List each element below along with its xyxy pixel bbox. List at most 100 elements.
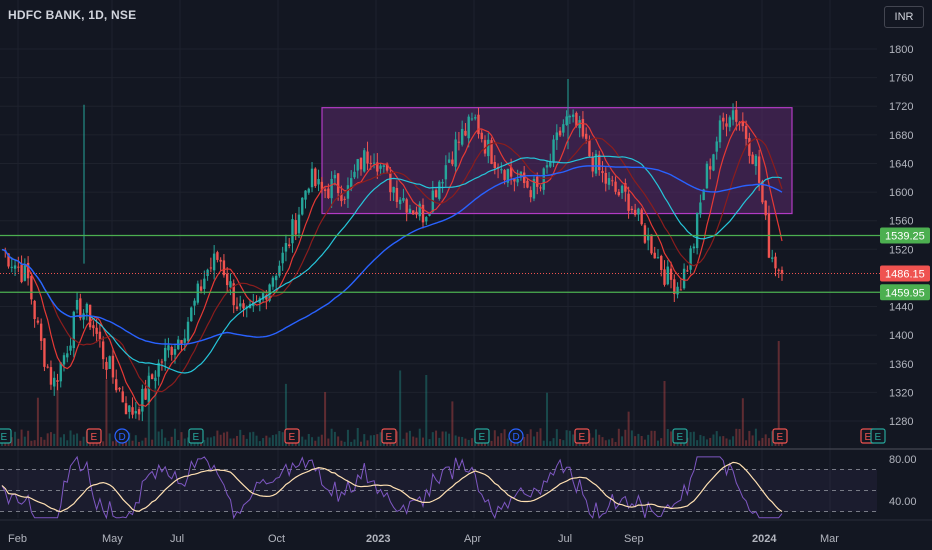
marker-label: E	[289, 432, 296, 443]
volume-bar	[591, 437, 594, 446]
volume-bar	[630, 430, 633, 446]
ma-fast-line	[1, 120, 783, 408]
volume-bar	[69, 430, 72, 446]
x-tick-label: Sep	[624, 533, 644, 545]
earnings-marker-icon	[574, 428, 590, 444]
candle-body	[356, 159, 359, 171]
candle-body	[718, 120, 722, 143]
candle-body	[13, 265, 17, 269]
earnings-marker-icon	[284, 428, 300, 444]
volume-bar	[536, 431, 539, 446]
candle-body	[141, 388, 144, 412]
volume-bar	[722, 436, 725, 446]
y-tick-label: 1680	[889, 130, 913, 142]
candle-body	[239, 303, 242, 307]
candle-body	[552, 139, 555, 163]
candle-body	[735, 109, 738, 122]
candle-body	[441, 181, 444, 184]
volume-bar	[239, 429, 242, 446]
x-tick-label: May	[102, 533, 123, 545]
earnings-marker-icon	[772, 428, 788, 444]
volume-bar	[40, 437, 43, 446]
candle-body	[359, 157, 363, 170]
candle-body	[144, 388, 147, 400]
volume-bar	[621, 436, 624, 446]
volume-bar	[422, 437, 425, 446]
volume-bar	[709, 437, 712, 446]
candle-body	[23, 265, 27, 281]
volume-bar	[183, 438, 186, 446]
candle-body	[294, 220, 297, 235]
candle-body	[297, 214, 301, 234]
volume-bar	[650, 430, 653, 446]
candle-body	[421, 204, 425, 223]
volume-bar	[448, 433, 451, 446]
candle-body	[395, 187, 399, 202]
volume-bar	[568, 430, 571, 446]
candle-body	[477, 114, 480, 135]
candle-body	[513, 179, 516, 182]
volume-bar	[490, 440, 493, 446]
candle-body	[307, 188, 310, 193]
candle-body	[581, 118, 585, 137]
candle-body	[653, 252, 656, 259]
volume-bar	[692, 431, 695, 446]
volume-bar	[614, 441, 617, 446]
candle-body	[242, 303, 245, 309]
candle-body	[412, 210, 415, 215]
candle-body	[686, 270, 689, 272]
candle-body	[725, 123, 728, 127]
volume-bar	[144, 437, 147, 446]
y-tick-label: 1400	[889, 330, 913, 342]
candle-body	[565, 116, 568, 125]
x-tick-label: 2023	[366, 533, 390, 545]
candle-body	[128, 405, 131, 412]
earnings-marker-icon	[672, 428, 688, 444]
candle-body	[235, 306, 239, 309]
rsi-tick-label: 80.00	[889, 454, 917, 466]
volume-bar	[284, 383, 287, 446]
volume-bar	[271, 435, 274, 446]
candle-body	[56, 380, 59, 382]
volume-bar	[304, 439, 307, 446]
volume-bar	[712, 434, 715, 446]
candle-body	[620, 185, 624, 194]
candle-body	[545, 165, 549, 168]
candle-body	[216, 252, 219, 260]
candle-body	[163, 347, 167, 362]
candle-body	[669, 268, 673, 280]
volume-bar	[330, 428, 333, 446]
candle-body	[7, 253, 10, 267]
candle-body	[529, 190, 532, 198]
volume-bar	[333, 431, 336, 446]
volume-bar	[226, 431, 229, 446]
candle-body	[353, 171, 356, 178]
volume-bar	[546, 392, 549, 446]
candle-body	[526, 180, 529, 188]
candle-body	[604, 172, 607, 184]
volume-bar	[748, 430, 751, 446]
candle-body	[460, 128, 464, 145]
volume-bar	[324, 392, 327, 446]
candle-body	[336, 173, 340, 194]
candle-body	[372, 162, 376, 164]
currency-selector[interactable]: INR	[884, 6, 924, 28]
candle-body	[314, 168, 317, 187]
volume-bar	[653, 430, 656, 446]
volume-bar	[337, 436, 340, 446]
volume-bar	[180, 432, 183, 446]
earnings-marker-icon	[86, 428, 102, 444]
volume-bar	[56, 382, 59, 446]
candle-body	[728, 117, 731, 128]
volume-bar	[738, 428, 741, 446]
earnings-marker-icon	[0, 428, 12, 444]
volume-bar	[696, 440, 699, 446]
candle-body	[660, 255, 663, 270]
x-tick-label: 2024	[752, 533, 777, 545]
dividend-marker-icon	[508, 428, 524, 444]
volume-bar	[141, 440, 144, 446]
volume-bar	[767, 438, 770, 446]
candle-body	[542, 168, 545, 190]
